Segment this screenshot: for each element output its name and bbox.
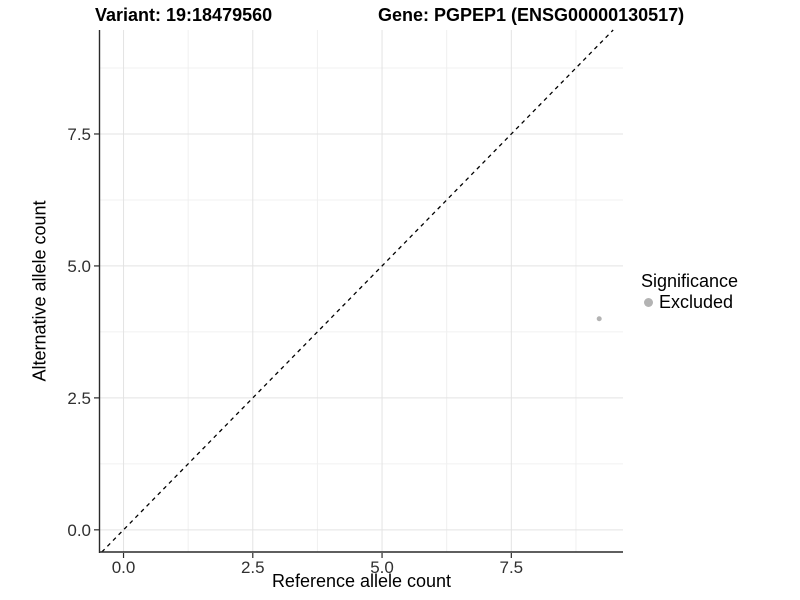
x-tick-label: 0.0 [112, 558, 136, 577]
legend-item-label: Excluded [659, 292, 734, 312]
x-tick-label: 2.5 [241, 558, 265, 577]
y-tick-label: 5.0 [67, 257, 91, 276]
plot-title-gene: Gene: PGPEP1 (ENSG00000130517) [378, 5, 685, 25]
x-axis-title: Reference allele count [271, 571, 452, 591]
identity-dashed-line [101, 29, 614, 553]
plot-title-variant: Variant: 19:18479560 [95, 5, 273, 25]
legend-title: Significance [641, 271, 739, 291]
x-tick-label: 7.5 [499, 558, 523, 577]
y-axis-title: Alternative allele count [29, 200, 50, 382]
legend: Significance Excluded [641, 271, 738, 312]
x-tick-label: 5.0 [370, 558, 394, 577]
y-tick-label: 7.5 [67, 125, 91, 144]
legend-point-icon [644, 297, 653, 307]
y-tick-label: 0.0 [67, 521, 91, 540]
data-point [596, 316, 602, 322]
y-tick-label: 2.5 [67, 389, 91, 408]
legend-item-excluded: Excluded [641, 292, 738, 312]
